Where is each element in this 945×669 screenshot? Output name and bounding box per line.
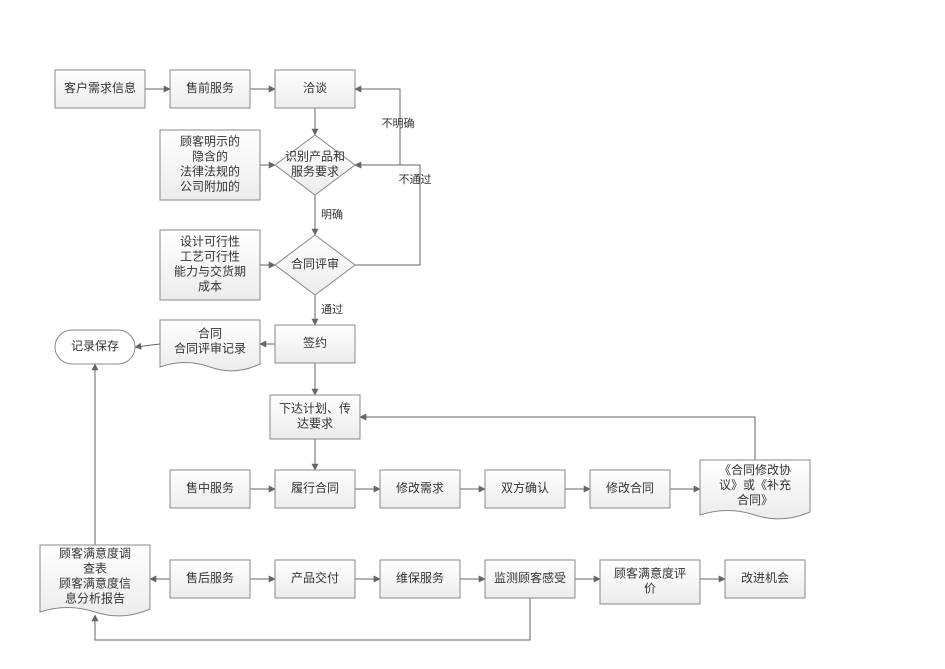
node-text-line: 顾客明示的 — [180, 134, 240, 149]
node-text-line: 售后服务 — [186, 570, 234, 585]
node-text-line: 价 — [644, 582, 656, 596]
flowchart-edge: 通过 — [315, 295, 343, 325]
node-text-line: 客户需求信息 — [64, 80, 136, 95]
node-text-line: 监测顾客感受 — [494, 570, 566, 585]
node-text-line: 服务要求 — [291, 164, 339, 179]
flowchart-edge — [360, 417, 755, 460]
flowchart-node-n3: 洽谈 — [275, 70, 355, 108]
edge-label: 不通过 — [399, 173, 432, 186]
flowchart-node-d1: 识别产品和服务要求 — [275, 135, 355, 195]
node-text-line: 成本 — [198, 280, 222, 294]
edge-label: 明确 — [321, 208, 343, 221]
node-text-line: 合同 — [198, 326, 222, 341]
node-text-line: 识别产品和 — [285, 150, 345, 164]
node-text-line: 顾客满意度调 — [59, 546, 131, 561]
node-text-line: 顾客满意度评 — [614, 566, 686, 581]
node-text-line: 议》或《补充 — [719, 477, 791, 492]
node-text-line: 能力与交货期 — [174, 264, 246, 279]
node-text-line: 产品交付 — [291, 570, 339, 585]
flowchart-node-n6: 签约 — [275, 325, 355, 363]
flowchart-edge: 不明确 — [355, 89, 415, 165]
node-text-line: 合同》 — [737, 492, 773, 507]
flowchart-node-n4: 顾客明示的隐含的法律法规的公司附加的 — [160, 130, 260, 200]
node-text-line: 履行合同 — [291, 480, 339, 495]
edge-label: 通过 — [321, 303, 343, 316]
node-text-line: 顾客满意度信 — [59, 576, 131, 591]
node-text-line: 维保服务 — [396, 570, 444, 585]
node-text-line: 工艺可行性 — [180, 250, 240, 264]
flowchart-edge: 不通过 — [355, 165, 432, 265]
node-text-line: 修改合同 — [606, 480, 654, 495]
flowchart-node-n9: 履行合同 — [275, 470, 355, 508]
node-text-line: 达要求 — [297, 417, 333, 431]
node-text-line: 售中服务 — [186, 480, 234, 495]
flowchart-node-t1: 记录保存 — [55, 330, 135, 364]
flowchart-node-n12: 修改合同 — [590, 470, 670, 508]
node-text-line: 查表 — [83, 562, 107, 576]
flowchart-node-n1: 客户需求信息 — [55, 70, 145, 108]
flowchart-node-doc1: 合同合同评审记录 — [160, 320, 260, 371]
node-text-line: 修改需求 — [396, 480, 444, 495]
node-text-line: 《合同修改协 — [719, 462, 791, 477]
flowchart-node-d2: 合同评审 — [275, 235, 355, 295]
node-text-line: 下达计划、传 — [279, 401, 351, 416]
node-text-line: 售前服务 — [186, 80, 234, 95]
flowchart-edge — [135, 344, 160, 347]
flowchart-node-n2: 售前服务 — [170, 70, 250, 108]
flowchart-canvas: 明确 不明确通过 不通过 客户需求信息 售前服务 洽谈顾客明示的隐含的法律法规的公司附加… — [0, 0, 945, 669]
node-text-line: 息分析报告 — [65, 591, 125, 606]
node-text-line: 签约 — [303, 335, 327, 350]
flowchart-node-n16: 监测顾客感受 — [485, 560, 575, 598]
flowchart-node-n8: 售中服务 — [170, 470, 250, 508]
node-text-line: 记录保存 — [71, 339, 119, 353]
flowchart-node-n5: 设计可行性工艺可行性能力与交货期成本 — [160, 230, 260, 300]
flowchart-node-n10: 修改需求 — [380, 470, 460, 508]
edge-label: 不明确 — [382, 117, 415, 130]
flowchart-node-n15: 维保服务 — [380, 560, 460, 598]
node-text-line: 合同评审 — [291, 256, 339, 271]
flowchart-node-n13: 售后服务 — [170, 560, 250, 598]
node-text-line: 隐含的 — [192, 149, 228, 164]
node-text-line: 合同评审记录 — [174, 341, 246, 356]
node-text-line: 设计可行性 — [180, 235, 240, 249]
flowchart-node-n11: 双方确认 — [485, 470, 565, 508]
node-text-line: 公司附加的 — [180, 179, 240, 194]
node-text-line: 改进机会 — [741, 571, 789, 585]
flowchart-node-n17: 顾客满意度评价 — [600, 560, 700, 604]
flowchart-node-n18: 改进机会 — [725, 560, 805, 598]
flowchart-node-n7: 下达计划、传达要求 — [270, 395, 360, 439]
node-text-line: 洽谈 — [303, 81, 327, 95]
flowchart-node-doc2: 《合同修改协议》或《补充合同》 — [700, 460, 810, 519]
node-text-line: 法律法规的 — [180, 164, 240, 179]
flowchart-node-doc3: 顾客满意度调查表顾客满意度信息分析报告 — [40, 545, 150, 616]
flowchart-edge — [95, 598, 530, 640]
flowchart-edge: 明确 — [315, 195, 343, 235]
flowchart-node-n14: 产品交付 — [275, 560, 355, 598]
node-text-line: 双方确认 — [501, 480, 549, 495]
